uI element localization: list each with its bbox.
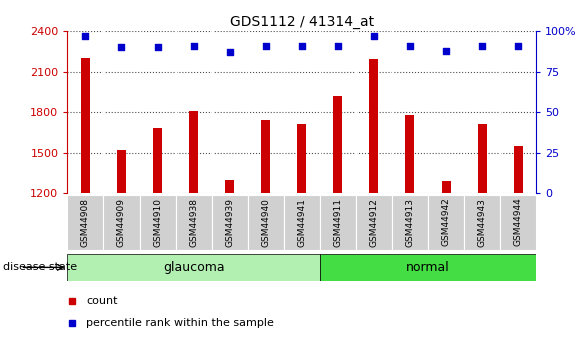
Bar: [333, 96, 342, 193]
Bar: [67, 195, 104, 250]
Point: [153, 45, 162, 50]
Bar: [441, 181, 451, 193]
Text: percentile rank within the sample: percentile rank within the sample: [86, 318, 274, 328]
Bar: [500, 195, 536, 250]
Bar: [225, 180, 234, 193]
Bar: [356, 195, 392, 250]
Bar: [139, 195, 176, 250]
Text: GSM44943: GSM44943: [478, 198, 486, 247]
Bar: [464, 195, 500, 250]
Bar: [67, 254, 320, 281]
Point: [441, 48, 451, 53]
Bar: [212, 195, 248, 250]
Bar: [320, 195, 356, 250]
Title: GDS1112 / 41314_at: GDS1112 / 41314_at: [230, 14, 374, 29]
Text: GSM44912: GSM44912: [369, 198, 379, 247]
Text: GSM44940: GSM44940: [261, 198, 270, 247]
Text: GSM44913: GSM44913: [406, 198, 414, 247]
Text: GSM44910: GSM44910: [153, 198, 162, 247]
Bar: [406, 115, 414, 193]
Point: [369, 33, 379, 39]
Text: GSM44944: GSM44944: [514, 198, 523, 246]
Point: [261, 43, 270, 48]
Text: GSM44908: GSM44908: [81, 198, 90, 247]
Bar: [248, 195, 284, 250]
Text: count: count: [86, 296, 118, 306]
Text: GSM44941: GSM44941: [297, 198, 306, 247]
Bar: [189, 111, 198, 193]
Bar: [428, 195, 464, 250]
Bar: [153, 128, 162, 193]
Bar: [514, 146, 523, 193]
Bar: [392, 195, 428, 250]
Bar: [81, 58, 90, 193]
Text: GSM44942: GSM44942: [441, 198, 451, 246]
Text: disease state: disease state: [3, 263, 77, 272]
Text: GSM44939: GSM44939: [225, 198, 234, 247]
Text: GSM44909: GSM44909: [117, 198, 126, 247]
Text: GSM44938: GSM44938: [189, 198, 198, 247]
Bar: [176, 195, 212, 250]
Bar: [117, 150, 126, 193]
Point: [406, 43, 415, 48]
Bar: [320, 254, 536, 281]
Point: [478, 43, 487, 48]
Bar: [261, 120, 270, 193]
Point: [513, 43, 523, 48]
Point: [117, 45, 126, 50]
Point: [225, 49, 234, 55]
Text: glaucoma: glaucoma: [163, 261, 224, 274]
Bar: [284, 195, 320, 250]
Text: GSM44911: GSM44911: [333, 198, 342, 247]
Point: [297, 43, 306, 48]
Bar: [297, 124, 306, 193]
Bar: [104, 195, 139, 250]
Bar: [478, 124, 486, 193]
Text: normal: normal: [406, 261, 450, 274]
Point: [81, 33, 90, 39]
Bar: [369, 59, 379, 193]
Point: [189, 43, 198, 48]
Point: [333, 43, 343, 48]
